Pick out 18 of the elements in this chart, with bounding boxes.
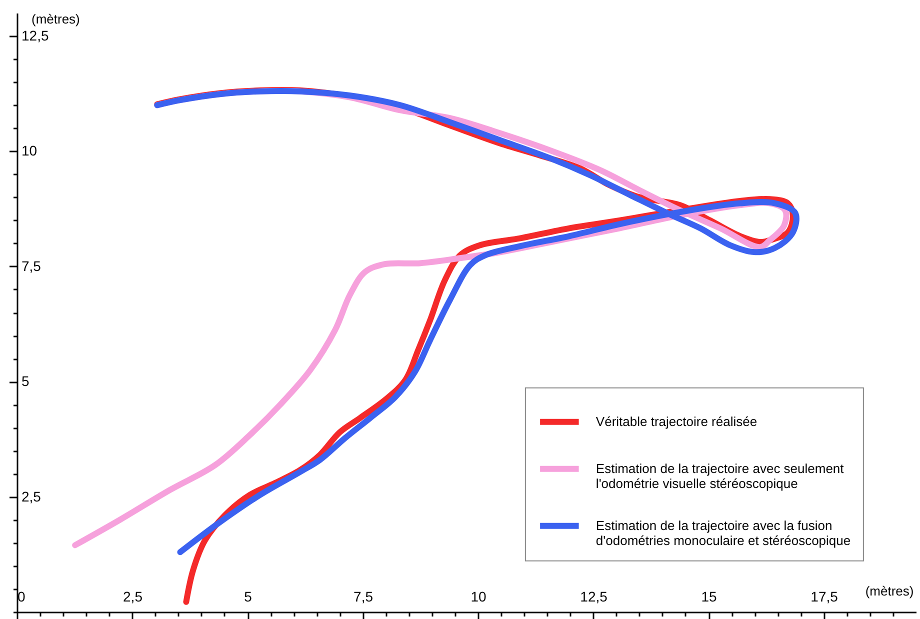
y-tick-label: 5 [22,373,30,390]
legend-label: Estimation de la trajectoire avec la fusion d'odométries monoculaire et stéréoscopique [596,518,851,548]
y-tick-label: 10 [22,142,38,159]
x-tick-label: 17,5 [810,588,838,604]
y-tick-label: 7,5 [22,258,42,274]
legend-label: Estimation de la trajectoire avec seulement l'odométrie visuelle stéréoscopique [596,460,844,491]
x-axis-title: (mètres) [865,584,914,598]
x-tick-label: 2,5 [123,588,143,604]
x-tick-label: 0 [18,588,26,604]
y-axis-title: (mètres) [32,12,80,26]
x-tick-label: 12,5 [580,588,608,604]
legend-label: Véritable trajectoire réalisée [596,414,758,429]
x-tick-label: 10 [470,588,487,604]
y-tick-label: 12,5 [22,28,49,44]
x-tick-label: 7,5 [354,588,374,604]
x-tick-label: 15 [701,588,718,604]
y-tick-label: 2,5 [22,488,42,504]
x-tick-label: 5 [244,588,252,604]
